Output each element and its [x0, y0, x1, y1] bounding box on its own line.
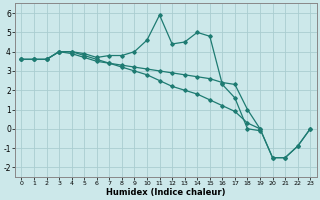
X-axis label: Humidex (Indice chaleur): Humidex (Indice chaleur) — [106, 188, 226, 197]
